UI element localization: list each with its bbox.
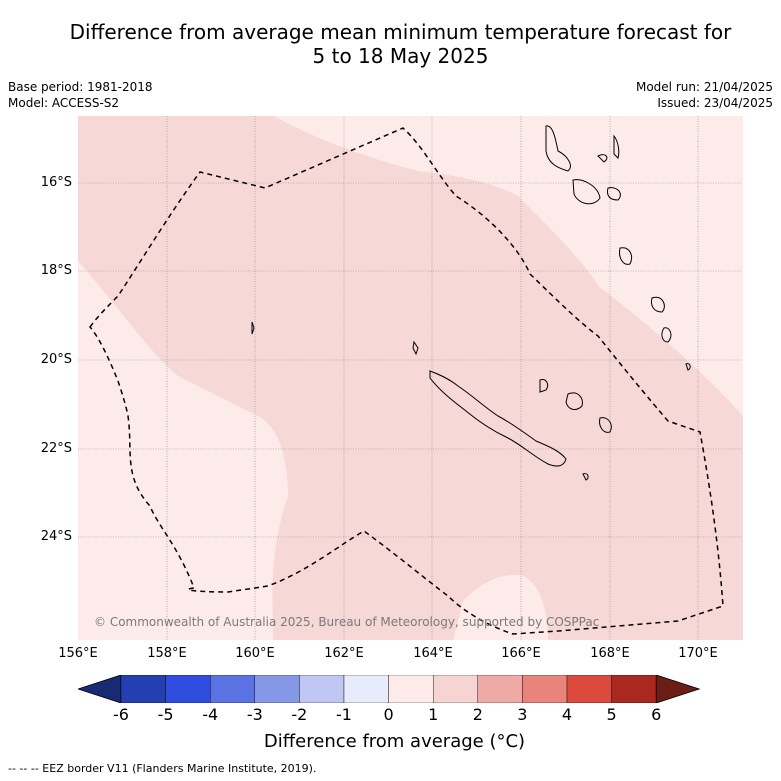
colorbar-segment	[209, 675, 255, 703]
colorbar-tick-label: -6	[113, 705, 129, 724]
title-line-2: 5 to 18 May 2025	[312, 44, 489, 68]
colorbar-segment	[299, 675, 345, 703]
lat-label-18s: 18°S	[40, 263, 72, 278]
colorbar-tick-label: 2	[472, 705, 483, 724]
lat-label-24s: 24°S	[40, 529, 72, 544]
colorbar-segment	[477, 675, 523, 703]
lon-label-166e: 166°E	[501, 646, 541, 661]
colorbar-segment	[120, 675, 166, 703]
malakula-island	[572, 179, 601, 205]
colorbar-tick-label: -1	[336, 705, 352, 724]
espiritu-santo-island	[545, 125, 571, 172]
lon-label-158e: 158°E	[147, 646, 187, 661]
lon-label-170e: 170°E	[678, 646, 718, 661]
colorbar-tick-label: 1	[428, 705, 439, 724]
efate-island	[607, 187, 621, 201]
colorbar-segment	[433, 675, 479, 703]
model-name: Model: ACCESS-S2	[8, 96, 120, 110]
model-run: Model run: 21/04/2025	[635, 80, 773, 94]
colorbar-tick-label: 6	[651, 705, 662, 724]
colorbar-tick-label: -5	[157, 705, 174, 724]
pentecost-island	[597, 154, 608, 163]
colorbar-title: Difference from average (°C)	[263, 731, 526, 752]
base-period: Base period: 1981-2018	[8, 80, 153, 94]
issued-date: Issued: 23/04/2025	[657, 96, 773, 110]
anomaly-band-1-2	[78, 116, 743, 640]
new-caledonia-island	[429, 370, 567, 467]
colorbar-segment	[611, 675, 657, 703]
colorbar-tick-label: -4	[202, 705, 219, 724]
colorbar-segment	[522, 675, 568, 703]
lon-label-160e: 160°E	[235, 646, 275, 661]
colorbar-segment	[343, 675, 389, 703]
grid-lines	[78, 116, 743, 640]
lat-label-16s: 16°S	[40, 175, 72, 190]
maewo-island	[613, 134, 620, 159]
mare-island	[599, 417, 612, 433]
lat-label-22s: 22°S	[40, 441, 72, 456]
lifou-island	[565, 392, 583, 410]
colorbar-segment	[388, 675, 434, 703]
lon-label-162e: 162°E	[324, 646, 364, 661]
lon-label-168e: 168°E	[590, 646, 630, 661]
small-island-1	[685, 363, 691, 371]
meta-left: Base period: 1981-2018 Model: ACCESS-S2	[8, 79, 153, 111]
erromango-island	[619, 247, 633, 265]
walpole-island	[582, 473, 589, 481]
colorbar	[78, 675, 701, 703]
meta-right: Model run: 21/04/2025 Issued: 23/04/2025	[636, 79, 773, 111]
colorbar-tick-label: -3	[246, 705, 263, 724]
colorbar-segment	[165, 675, 211, 703]
chesterfield-islands	[251, 321, 255, 335]
belep-islands	[412, 340, 419, 356]
aneityum-island	[661, 327, 672, 343]
eez-border	[89, 127, 724, 635]
colorbar-extend-low	[78, 675, 122, 703]
ouvea-island	[539, 379, 549, 393]
map-title: Difference from average mean minimum tem…	[20, 20, 781, 68]
tanna-island	[651, 296, 665, 313]
lon-label-156e: 156°E	[58, 646, 98, 661]
copyright-notice: © Commonwealth of Australia 2025, Bureau…	[94, 615, 599, 629]
colorbar-tick-label: 5	[606, 705, 617, 724]
lat-label-20s: 20°S	[40, 352, 72, 367]
colorbar-tick-label: -2	[291, 705, 308, 724]
map-panel: © Commonwealth of Australia 2025, Bureau…	[78, 116, 743, 640]
title-line-1: Difference from average mean minimum tem…	[69, 20, 732, 44]
colorbar-extend-high	[655, 675, 701, 703]
colorbar-tick-label: 3	[517, 705, 528, 724]
colorbar-tick-label: 4	[561, 705, 573, 724]
lon-label-164e: 164°E	[413, 646, 453, 661]
colorbar-segment	[566, 675, 612, 703]
colorbar-tick-label: 0	[383, 705, 394, 724]
eez-legend-footer: -- -- -- EEZ border V11 (Flanders Marine…	[8, 762, 317, 775]
colorbar-segment	[254, 675, 300, 703]
